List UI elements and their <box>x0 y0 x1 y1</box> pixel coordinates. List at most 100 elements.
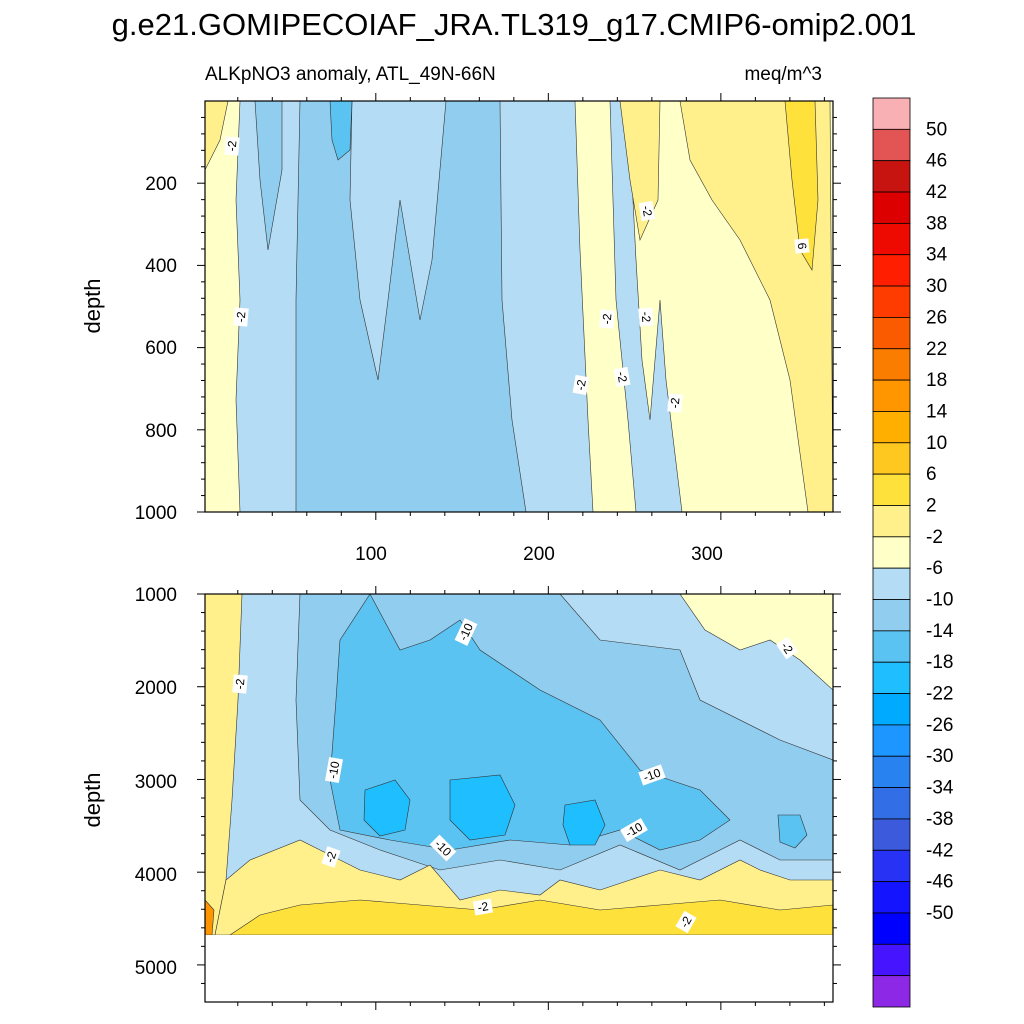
svg-text:-2: -2 <box>234 311 249 323</box>
bot-region-yellow-deep <box>229 899 833 936</box>
svg-text:-2: -2 <box>639 311 654 323</box>
colorbar-box <box>872 473 911 506</box>
bot-ytick-4000: 4000 <box>135 865 177 886</box>
contour-label: -2 <box>472 898 494 916</box>
bottom-ticks <box>197 586 841 1010</box>
colorbar-label: -18 <box>926 652 953 673</box>
colorbar-box <box>872 285 911 318</box>
colorbar-box <box>872 160 911 193</box>
colorbar-label: -6 <box>926 558 943 579</box>
colorbar-label: 14 <box>926 401 948 422</box>
xtick-200: 200 <box>523 544 555 565</box>
colorbar-box <box>872 787 911 820</box>
top-frame <box>204 100 834 513</box>
colorbar-label: 50 <box>926 119 947 140</box>
contour-label: -2 <box>599 309 615 329</box>
top-ytick-400: 400 <box>145 256 177 277</box>
top-ytick-200: 200 <box>145 174 177 195</box>
xtick-300: 300 <box>691 544 723 565</box>
contour-label: -2 <box>667 393 683 413</box>
colorbar-box <box>872 505 911 538</box>
bot-region-core-1 <box>363 779 411 837</box>
colorbar-box <box>872 599 911 632</box>
svg-text:-2: -2 <box>614 371 630 384</box>
colorbar-box <box>872 661 911 694</box>
colorbar-box <box>872 975 911 1008</box>
colorbar-box <box>872 128 911 162</box>
colorbar-box <box>872 630 911 663</box>
svg-text:-2: -2 <box>573 378 589 391</box>
bot-region-core-3 <box>562 799 606 846</box>
bot-no-data <box>205 935 833 1002</box>
colorbar-label: -22 <box>926 684 953 705</box>
bot-ytick-5000: 5000 <box>135 958 177 979</box>
colorbar-box <box>872 191 911 224</box>
colorbar-label: -42 <box>926 840 953 861</box>
colorbar-box <box>872 943 911 977</box>
colorbar-box <box>872 849 911 883</box>
colorbar-label: -2 <box>926 527 943 548</box>
bot-region-core-4 <box>777 814 808 849</box>
top-ytick-600: 600 <box>145 338 177 359</box>
colorbar-box <box>872 97 911 130</box>
bot-region-core-2 <box>449 774 516 841</box>
colorbar-label: -14 <box>926 621 954 642</box>
colorbar-box <box>872 411 911 444</box>
colorbar-box <box>872 442 911 475</box>
colorbar-label: 22 <box>926 339 947 360</box>
top-region-blue-b <box>329 101 353 161</box>
colorbar-label: 6 <box>926 464 937 485</box>
contour-label: -2 <box>776 636 798 660</box>
bot-region-blue-2 <box>329 594 731 851</box>
contour-label: -10 <box>638 764 666 786</box>
colorbar-box <box>872 536 911 569</box>
colorbar-label: 42 <box>926 182 947 203</box>
colorbar-labels: 50 46 42 38 34 30 26 22 18 14 10 6 2 -2 -6 -10 -14 -18 -22… <box>926 119 954 924</box>
bottom-ylabel: depth <box>80 772 105 827</box>
colorbar-label: 2 <box>926 495 937 516</box>
colorbar-box <box>872 881 911 914</box>
top-region-pale-blue-right <box>609 101 683 512</box>
colorbar-box <box>872 222 911 256</box>
svg-text:-10: -10 <box>326 760 343 780</box>
bot-ytick-3000: 3000 <box>135 772 177 793</box>
contour-label: -2 <box>232 674 248 694</box>
colorbar-box <box>872 818 911 851</box>
svg-text:-10: -10 <box>456 621 476 643</box>
colorbar-label: -38 <box>926 809 953 830</box>
top-region-left-yellow <box>205 101 229 171</box>
figure-title: g.e21.GOMIPECOIAF_JRA.TL319_g17.CMIP6-om… <box>112 7 917 42</box>
top-ytick-1000: 1000 <box>135 503 177 524</box>
colorbar-label: 18 <box>926 370 947 391</box>
svg-text:-2: -2 <box>323 849 340 864</box>
colorbar-box <box>872 567 911 600</box>
colorbar-label: 38 <box>926 213 947 234</box>
contour-label: -2 <box>638 200 656 222</box>
colorbar-label: -34 <box>926 778 954 799</box>
svg-text:6: 6 <box>795 242 810 250</box>
colorbar-label: 46 <box>926 151 947 172</box>
colorbar-box <box>872 724 911 757</box>
svg-text:-2: -2 <box>225 140 240 152</box>
panel-subtitle: ALKpNO3 anomaly, ATL_49N-66N <box>205 64 496 85</box>
units-label: meq/m^3 <box>744 64 822 85</box>
top-region-blue-c <box>254 101 283 251</box>
colorbar-label: -46 <box>926 872 953 893</box>
svg-text:-2: -2 <box>477 899 490 915</box>
colorbar-box <box>872 254 911 287</box>
colorbar-box <box>872 912 911 945</box>
contour-label: -2 <box>638 307 654 327</box>
top-ticks <box>197 93 841 520</box>
contour-label: -10 <box>325 756 343 784</box>
bottom-panel: 1000 2000 3000 4000 5000 depth <box>80 585 841 1010</box>
svg-text:-2: -2 <box>233 678 248 690</box>
contour-label: -2 <box>613 366 631 388</box>
colorbar-label: 10 <box>926 433 947 454</box>
contour-labels: -2 -2 -2 -2 -2 -2 -2 -2 6 -2 -2 -10 -10 … <box>224 136 810 934</box>
svg-text:-2: -2 <box>639 205 655 218</box>
contour-label: 6 <box>794 238 810 254</box>
bot-ytick-1000: 1000 <box>135 585 177 606</box>
colorbar-label: -26 <box>926 715 953 736</box>
top-ylabel: depth <box>80 278 105 333</box>
